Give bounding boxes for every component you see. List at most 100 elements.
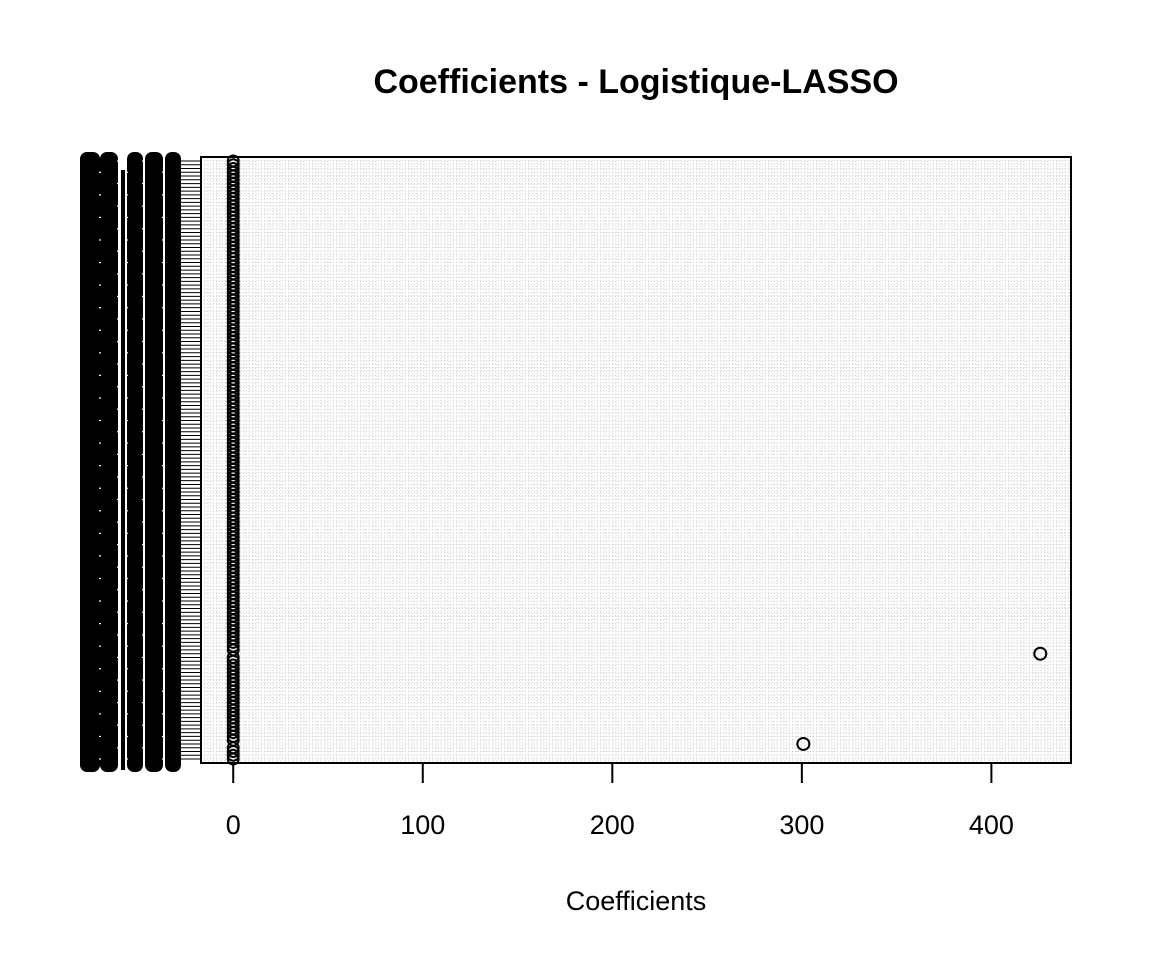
grid-layer: [201, 157, 1071, 763]
y-label-gap: [117, 408, 119, 410]
y-label-gap: [117, 160, 119, 162]
y-label-gap: [117, 544, 119, 546]
y-label-gap: [117, 589, 119, 591]
y-label-gap: [162, 668, 164, 670]
y-tick-label-block: [127, 152, 143, 772]
y-label-gap: [117, 634, 119, 636]
y-label-gap: [162, 397, 164, 399]
coefficient-point: [226, 658, 240, 672]
y-label-gap: [126, 555, 128, 557]
y-label-gap: [162, 555, 164, 557]
y-label-gap: [117, 724, 119, 726]
y-label-gap: [99, 239, 101, 241]
y-label-gap: [142, 747, 144, 749]
y-label-gap: [142, 295, 144, 297]
y-label-gap: [162, 510, 164, 512]
y-label-gap: [142, 160, 144, 162]
y-label-gap: [99, 645, 101, 647]
y-label-gap: [126, 465, 128, 467]
y-label-gap: [162, 284, 164, 286]
y-label-gap: [142, 318, 144, 320]
y-label-gap: [142, 521, 144, 523]
y-tick-label-block: [121, 170, 125, 770]
coefficient-point: [226, 162, 240, 176]
coefficient-point: [796, 736, 811, 751]
y-label-gap: [162, 239, 164, 241]
y-label-gap: [126, 623, 128, 625]
y-label-gap: [142, 182, 144, 185]
y-label-gap: [99, 261, 101, 264]
y-label-gap: [142, 589, 144, 591]
y-label-gap: [126, 261, 128, 264]
y-label-gap: [117, 273, 119, 275]
y-label-gap: [162, 171, 164, 173]
y-label-gap: [162, 374, 164, 376]
y-label-gap: [126, 442, 128, 444]
y-label-gap: [99, 735, 101, 738]
y-label-gap: [142, 453, 144, 455]
y-label-gap: [142, 701, 144, 704]
y-label-gap: [142, 228, 144, 230]
y-label-gap: [142, 340, 144, 343]
y-label-gap: [142, 679, 144, 681]
y-label-gap: [99, 555, 101, 557]
y-label-gap: [126, 397, 128, 399]
y-label-gap: [126, 239, 128, 241]
y-label-gap: [117, 747, 119, 749]
y-label-gap: [142, 431, 144, 433]
coefficient-point: [226, 158, 240, 172]
y-label-gap: [126, 600, 128, 602]
y-label-gap: [117, 656, 119, 659]
y-label-gap: [142, 250, 144, 252]
y-label-gap: [126, 645, 128, 647]
x-tick-label: 100: [400, 810, 445, 840]
y-label-gap: [99, 510, 101, 512]
y-label-gap: [99, 194, 101, 196]
y-label-gap: [126, 577, 128, 580]
y-label-gap: [99, 600, 101, 602]
y-label-gap: [99, 532, 101, 534]
y-label-gap: [126, 735, 128, 738]
y-label-gap: [117, 453, 119, 455]
y-label-gap: [162, 577, 164, 580]
y-label-gap: [117, 205, 119, 207]
y-label-gap: [117, 363, 119, 365]
y-label-gap: [142, 611, 144, 613]
y-tick-label-block: [80, 152, 100, 772]
y-label-gap: [99, 442, 101, 444]
y-label-gap: [99, 216, 101, 219]
y-label-gap: [99, 397, 101, 399]
y-label-gap: [162, 419, 164, 422]
y-label-gap: [142, 498, 144, 501]
y-label-gap: [126, 329, 128, 331]
x-tick-label: 200: [590, 810, 635, 840]
y-label-gap: [126, 487, 128, 489]
y-label-gap: [126, 690, 128, 692]
y-label-gap: [99, 713, 101, 715]
x-tick-label: 0: [226, 810, 241, 840]
y-label-gap: [142, 273, 144, 275]
y-label-gap: [117, 250, 119, 252]
y-label-gap: [99, 171, 101, 173]
y-label-gap: [126, 532, 128, 534]
y-label-gap: [99, 758, 101, 760]
y-label-gap: [162, 532, 164, 534]
y-label-gap: [142, 566, 144, 568]
y-label-gap: [99, 487, 101, 489]
y-label-gap: [117, 679, 119, 681]
y-label-gap: [117, 182, 119, 185]
y-label-gap: [162, 465, 164, 467]
y-label-gap: [162, 713, 164, 715]
y-label-gap: [142, 656, 144, 659]
y-label-gap: [126, 216, 128, 219]
y-label-gap: [162, 623, 164, 625]
y-label-gap: [162, 194, 164, 196]
x-tick-label: 400: [969, 810, 1014, 840]
y-label-gap: [126, 307, 128, 309]
y-label-gap: [117, 431, 119, 433]
coefficient-point: [226, 154, 240, 168]
y-label-gap: [99, 284, 101, 286]
y-label-gap: [162, 442, 164, 444]
y-tick-label-block: [145, 152, 163, 772]
